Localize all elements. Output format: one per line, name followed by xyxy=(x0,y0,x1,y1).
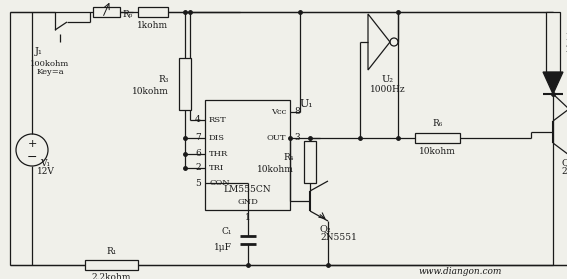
Text: TRI: TRI xyxy=(209,164,225,172)
Text: R₄: R₄ xyxy=(284,153,294,162)
Text: 100kohm: 100kohm xyxy=(31,60,70,68)
Text: 3: 3 xyxy=(294,133,300,143)
Polygon shape xyxy=(543,72,563,94)
Text: DIS: DIS xyxy=(209,134,225,142)
Text: 1μF: 1μF xyxy=(214,244,231,252)
Text: 10kohm: 10kohm xyxy=(132,86,169,95)
Bar xyxy=(93,7,120,17)
Bar xyxy=(138,7,168,17)
Text: 1kohm: 1kohm xyxy=(137,21,168,30)
Text: C₁: C₁ xyxy=(221,227,231,237)
Text: 1kohm: 1kohm xyxy=(565,45,567,54)
Text: 1: 1 xyxy=(244,213,251,222)
Text: 6: 6 xyxy=(195,150,201,158)
Text: 2: 2 xyxy=(195,163,201,172)
Text: −: − xyxy=(27,150,37,163)
Text: R₁: R₁ xyxy=(107,247,117,256)
Text: 4: 4 xyxy=(195,116,201,124)
Text: 2N2222A: 2N2222A xyxy=(561,167,567,177)
Text: 5: 5 xyxy=(195,179,201,187)
Text: 2.2kohm: 2.2kohm xyxy=(92,273,131,279)
Text: 10kohm: 10kohm xyxy=(419,148,456,157)
Text: J₁: J₁ xyxy=(35,47,43,57)
Text: V₁: V₁ xyxy=(40,160,50,169)
Bar xyxy=(85,260,138,270)
Text: U₂: U₂ xyxy=(382,76,394,85)
Text: 10kohm: 10kohm xyxy=(257,165,294,174)
Text: www.diangon.com: www.diangon.com xyxy=(418,268,502,276)
Text: GND: GND xyxy=(237,198,258,206)
Bar xyxy=(415,133,460,143)
Bar xyxy=(179,58,191,110)
Text: 50%: 50% xyxy=(97,0,116,2)
Text: THR: THR xyxy=(209,150,229,158)
Text: Q₁: Q₁ xyxy=(561,158,567,167)
Text: 12V: 12V xyxy=(37,167,55,177)
Text: R₂: R₂ xyxy=(148,0,158,3)
Text: +: + xyxy=(27,139,37,149)
Text: R₃: R₃ xyxy=(159,76,169,85)
Text: 8: 8 xyxy=(294,107,300,117)
Text: 7: 7 xyxy=(195,133,201,143)
Bar xyxy=(546,12,560,72)
Text: 2N5551: 2N5551 xyxy=(320,234,357,242)
Text: Vcc: Vcc xyxy=(271,108,286,116)
Text: OUT: OUT xyxy=(266,134,286,142)
Text: 1000Hz: 1000Hz xyxy=(370,85,406,93)
Text: U₁: U₁ xyxy=(299,99,313,109)
Text: LM555CN: LM555CN xyxy=(224,186,272,194)
Text: Key=a: Key=a xyxy=(36,68,64,76)
Bar xyxy=(205,100,290,210)
Text: R₆: R₆ xyxy=(433,119,443,129)
Text: RST: RST xyxy=(209,116,227,124)
Text: R₇: R₇ xyxy=(565,33,567,42)
Text: Q₂: Q₂ xyxy=(320,225,332,234)
Text: CON: CON xyxy=(209,179,230,187)
Bar xyxy=(304,141,316,183)
Text: Rₚ: Rₚ xyxy=(122,11,133,20)
